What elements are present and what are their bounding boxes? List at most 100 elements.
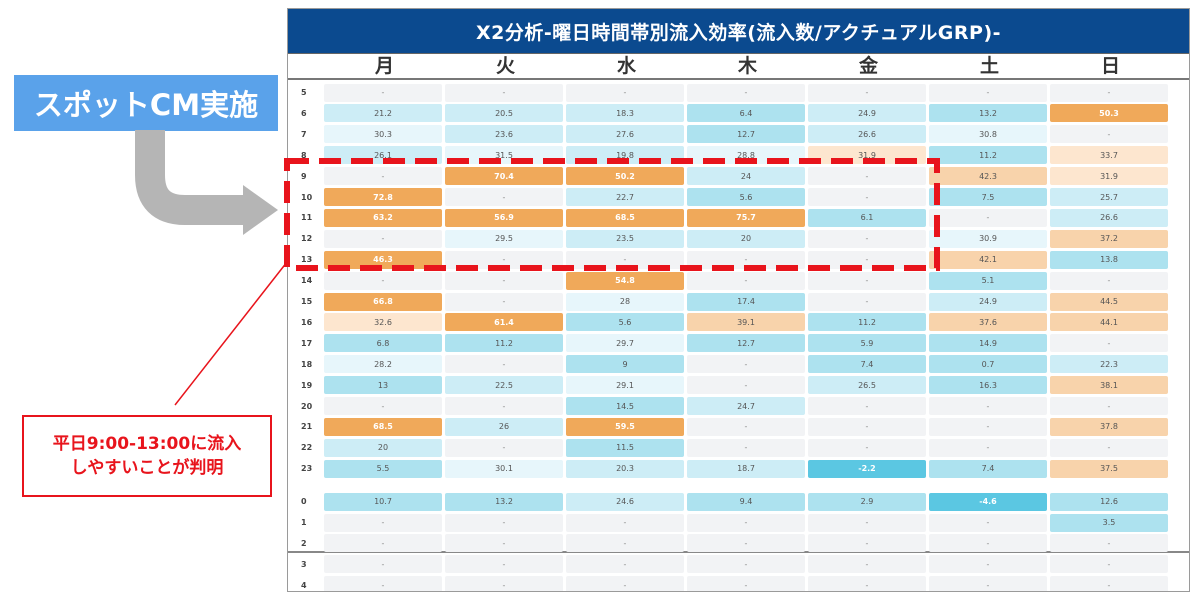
heatmap-cell: 42.1 (929, 250, 1047, 269)
heatmap-cell: - (808, 438, 926, 457)
heatmap-cell: 11.5 (566, 438, 684, 457)
heatmap-cell: 37.6 (929, 313, 1047, 332)
heatmap-cell: 29.1 (566, 376, 684, 395)
hour-label: 10 (301, 192, 313, 202)
hour-label: 17 (301, 338, 313, 348)
heatmap-cell: 30.8 (929, 125, 1047, 144)
heatmap-cell: 24.6 (566, 492, 684, 511)
heatmap-cell: 26.1 (324, 146, 442, 165)
table-row: 9-70.4 50.2 24-42.3 31.9 (288, 166, 1171, 187)
heatmap-cell: 20.3 (566, 459, 684, 478)
hour-label: 5 (301, 88, 307, 97)
heatmap-cell: - (445, 513, 563, 532)
heatmap-cell: 30.9 (929, 229, 1047, 248)
heatmap-cell: 6.1 (808, 208, 926, 227)
table-row: 15 66.8-28 17.4-24.9 44.5 (288, 291, 1171, 312)
hour-label: 3 (301, 559, 307, 569)
heatmap-cell: - (687, 355, 805, 374)
heatmap-cell: 16.3 (929, 376, 1047, 395)
hour-label: 21 (301, 422, 313, 432)
heatmap-cell: 22.5 (445, 376, 563, 395)
heatmap-cell: 38.1 (1050, 376, 1168, 395)
heatmap-cell: - (808, 397, 926, 415)
heatmap-cell: 11.2 (808, 313, 926, 332)
hour-label: 8 (301, 150, 307, 160)
heatmap-cell: 23.6 (445, 125, 563, 144)
heatmap-cell: 0.7 (929, 355, 1047, 374)
heatmap-cell: - (324, 83, 442, 102)
heatmap-cell: 14.5 (566, 397, 684, 415)
hour-label: 4 (301, 580, 307, 590)
heatmap-cell: 66.8 (324, 292, 442, 311)
heatmap-cell: 26.6 (808, 125, 926, 144)
heatmap-cell: - (566, 513, 684, 532)
hour-label: 6 (301, 108, 307, 118)
heatmap-cell: 2.9 (808, 492, 926, 511)
heatmap-cell: 24.9 (808, 104, 926, 123)
heatmap-cell: - (324, 555, 442, 574)
heatmap-cell: 75.7 (687, 208, 805, 227)
finding-callout: 平日9:00-13:00に流入 しやすいことが判明 (22, 415, 272, 497)
heatmap-cell: 28.2 (324, 355, 442, 374)
table-row: 6 21.2 20.5 18.3 6.4 24.9 13.2 50.3 (288, 103, 1171, 124)
heatmap-cell: 13.2 (445, 492, 563, 511)
heatmap-cell: - (808, 513, 926, 532)
heatmap-cell: 39.1 (687, 313, 805, 332)
hour-label: 1 (301, 518, 307, 527)
heatmap-cell: - (687, 513, 805, 532)
table-row: 23 5.5 30.1 20.3 18.7 -2.2 7.4 37.5 (288, 458, 1171, 479)
heatmap-cell: 26.5 (808, 376, 926, 395)
heatmap-cell: - (445, 188, 563, 206)
heatmap-cell: 5.9 (808, 334, 926, 353)
heatmap-cell: 20 (324, 438, 442, 457)
heatmap-cell: - (808, 576, 926, 591)
heatmap-cell: - (1050, 397, 1168, 415)
heatmap-cell: - (808, 188, 926, 206)
heatmap-cell: - (445, 271, 563, 290)
heatmap-cell: 24 (687, 167, 805, 186)
heatmap-cell: - (1050, 334, 1168, 353)
table-row: 14- -54.8- -5.1- (288, 270, 1171, 291)
heatmap-cell: - (324, 513, 442, 532)
hour-label: 13 (301, 255, 313, 265)
heatmap-cell: - (445, 576, 563, 591)
heatmap-cell: 61.4 (445, 313, 563, 332)
hour-label: 19 (301, 380, 313, 390)
heatmap-cell: - (445, 555, 563, 574)
heatmap-cell: - (929, 417, 1047, 436)
heatmap-cell: 28.8 (687, 146, 805, 165)
heatmap-cell: 13 (324, 376, 442, 395)
hour-label: 18 (301, 359, 313, 369)
heatmap-cell: 5.5 (324, 459, 442, 478)
heatmap-cell: - (1050, 438, 1168, 457)
hour-label: 16 (301, 317, 313, 327)
heatmap-cell: 50.2 (566, 167, 684, 186)
heatmap-cell: - (929, 83, 1047, 102)
hour-label: 2 (301, 538, 307, 548)
heatmap-cell: - (445, 438, 563, 457)
heatmap-cell: 29.5 (445, 229, 563, 248)
heatmap-cell: 31.9 (1050, 167, 1168, 186)
heatmap-cell: 12.6 (1050, 492, 1168, 511)
table-row: 20- -14.5 24.7- - - (288, 396, 1171, 417)
table-row: 5------- (288, 82, 1171, 103)
heatmap-cell: - (929, 438, 1047, 457)
heatmap-cell: 68.5 (324, 417, 442, 436)
hour-label: 12 (301, 234, 313, 244)
heatmap-cell: - (445, 534, 563, 553)
heatmap-cell: - (929, 397, 1047, 415)
heatmap-cell: - (324, 534, 442, 553)
heatmap-cell: 19.8 (566, 146, 684, 165)
heatmap-cell: 28 (566, 292, 684, 311)
heatmap-cell: 12.7 (687, 334, 805, 353)
heatmap-cell: - (929, 534, 1047, 553)
heatmap-cell: 7.4 (808, 355, 926, 374)
heatmap-cell: - (687, 250, 805, 269)
heatmap-cell: 5.6 (566, 313, 684, 332)
heatmap-cell: 44.5 (1050, 292, 1168, 311)
day-header-sun: 日 (1100, 55, 1120, 77)
heatmap-cell: -4.6 (929, 492, 1047, 511)
heatmap-cell: - (687, 83, 805, 102)
heatmap-cell: 29.7 (566, 334, 684, 353)
heatmap-cell: - (687, 534, 805, 553)
